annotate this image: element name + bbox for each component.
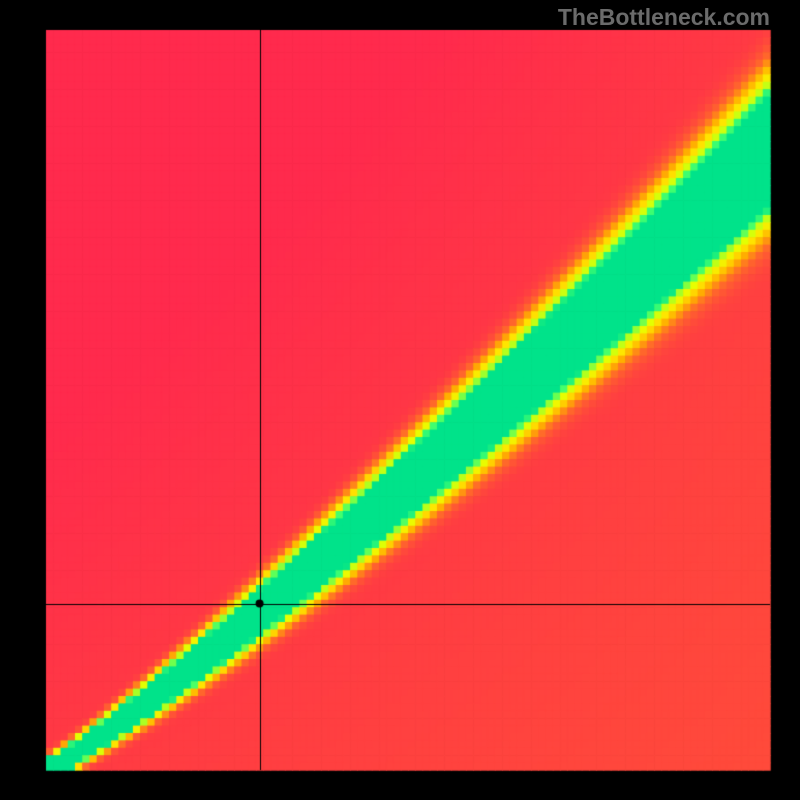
chart-container: TheBottleneck.com bbox=[0, 0, 800, 800]
watermark-text: TheBottleneck.com bbox=[558, 4, 770, 31]
bottleneck-heatmap bbox=[0, 0, 800, 800]
